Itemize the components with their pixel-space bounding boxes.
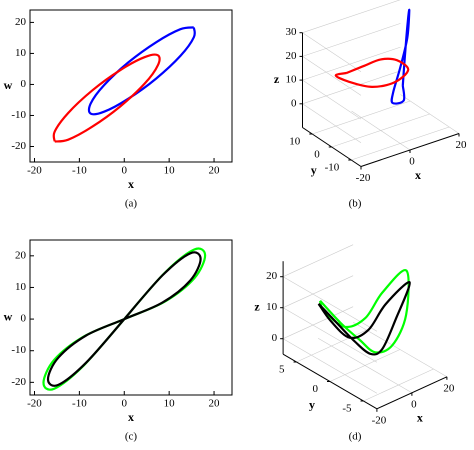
- y-tick-label: -20: [11, 376, 26, 388]
- y-axis-label: w: [4, 309, 13, 323]
- grid-line: [282, 306, 354, 339]
- grid-line: [302, 0, 401, 33]
- grid-line: [302, 32, 362, 72]
- x-tick-label: 10: [164, 165, 176, 177]
- grid-line: [282, 244, 354, 277]
- x-tick-label: -20: [27, 165, 42, 177]
- x-tick-label: -20: [356, 172, 371, 184]
- grid-line: [331, 113, 430, 148]
- grid-line: [282, 276, 378, 332]
- x-tick-label: 0: [411, 398, 417, 410]
- x-tick-label: 0: [409, 156, 415, 168]
- y-tick-label: 5: [279, 364, 285, 376]
- z-tick-label: 0: [272, 332, 278, 344]
- caption: (d): [349, 431, 362, 443]
- x-axis-label: x: [128, 177, 134, 191]
- z-axis-label: z: [274, 72, 280, 86]
- x-tick-label: -20: [27, 398, 42, 410]
- x-axis-label: x: [128, 410, 134, 424]
- trajectory: [319, 269, 410, 354]
- y-axis-label: w: [4, 78, 13, 92]
- y-tick-label: 0: [21, 313, 27, 325]
- x-tick-label: 20: [209, 398, 221, 410]
- trajectory: [52, 53, 161, 143]
- z-tick-label: 20: [286, 50, 298, 62]
- trajectory: [390, 8, 411, 105]
- grid-line: [312, 100, 411, 135]
- grid-line: [282, 338, 378, 394]
- z-tick-label: 10: [266, 301, 278, 313]
- x-tick-label: -20: [372, 414, 387, 426]
- x-tick-label: -10: [72, 165, 87, 177]
- y-tick-label: -5: [342, 403, 352, 415]
- y-axis-label: y: [309, 397, 315, 411]
- y-axis-label: y: [311, 163, 317, 177]
- caption: (c): [125, 431, 138, 443]
- y-tick-label: 10: [289, 136, 301, 148]
- plot-frame: [29, 9, 233, 163]
- z-tick-label: 30: [286, 26, 298, 38]
- y-tick-label: 10: [15, 281, 27, 293]
- grid-line: [363, 368, 434, 402]
- grid-line: [282, 275, 354, 308]
- grid-line: [302, 103, 362, 144]
- plot-frame: [29, 239, 233, 396]
- x-tick-label: 0: [122, 398, 128, 410]
- y-tick-label: -10: [11, 109, 26, 121]
- y-tick-label: 0: [314, 149, 320, 161]
- x-tick-label: 10: [164, 398, 176, 410]
- grid-line: [282, 307, 378, 363]
- y-tick-label: 0: [21, 78, 27, 90]
- trajectory: [317, 281, 411, 356]
- grid-line: [329, 349, 401, 382]
- y-tick-label: -10: [325, 162, 340, 174]
- y-tick-label: 10: [15, 47, 27, 59]
- y-tick-label: -10: [11, 344, 26, 356]
- x-axis-label: x: [417, 411, 423, 425]
- grid-line: [302, 56, 362, 96]
- z-axis-label: z: [254, 299, 260, 313]
- z-tick-label: 10: [286, 74, 298, 86]
- grid-line: [302, 79, 362, 120]
- grid-line: [351, 126, 450, 161]
- x-tick-label: 20: [443, 382, 455, 394]
- y-tick-label: -20: [11, 140, 26, 152]
- grid-line: [302, 70, 401, 105]
- x-tick-label: 0: [122, 165, 128, 177]
- trajectory: [334, 57, 410, 89]
- caption: (b): [349, 198, 362, 210]
- grid-line: [296, 329, 367, 363]
- x-axis-label: x: [415, 168, 421, 182]
- y-tick-label: 20: [15, 249, 27, 261]
- x-tick-label: -10: [72, 398, 87, 410]
- y-tick-label: 0: [313, 383, 319, 395]
- grid-line: [302, 46, 401, 81]
- x-tick-label: 20: [456, 139, 468, 151]
- z-tick-label: 20: [266, 270, 278, 282]
- x-tick-label: 20: [209, 165, 221, 177]
- y-tick-label: 20: [15, 16, 27, 28]
- caption: (a): [125, 198, 138, 210]
- grid-line: [302, 23, 401, 57]
- z-tick-label: 0: [291, 97, 297, 109]
- trajectory: [46, 251, 202, 387]
- trajectory: [87, 26, 196, 116]
